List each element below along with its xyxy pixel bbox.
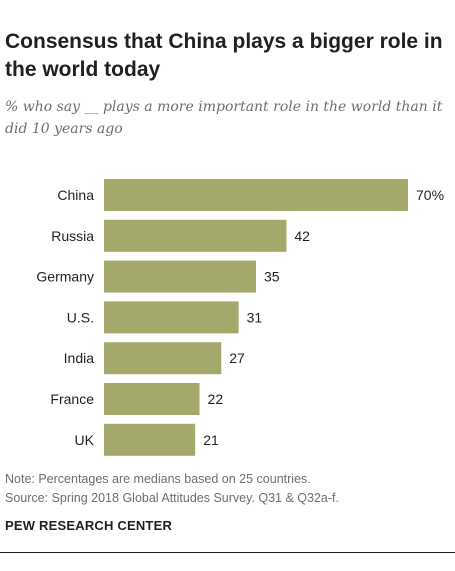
value-label: 21	[203, 432, 219, 448]
value-label: 42	[294, 228, 310, 244]
bar	[104, 301, 239, 334]
bar	[104, 219, 287, 252]
value-label: 70%	[416, 187, 444, 203]
value-label: 31	[247, 309, 263, 325]
bar	[104, 260, 256, 293]
category-label: Germany	[36, 269, 94, 285]
bar	[104, 342, 222, 375]
category-label: France	[50, 391, 94, 407]
value-label: 27	[229, 350, 245, 366]
chart-subtitle: % who say __ plays a more important role…	[5, 99, 443, 137]
source-text: Source: Spring 2018 Global Attitudes Sur…	[5, 491, 339, 505]
value-label: 22	[208, 391, 224, 407]
note-text: Note: Percentages are medians based on 2…	[5, 472, 311, 486]
chart-notes: Note: Percentages are medians based on 2…	[5, 470, 450, 508]
category-label: U.S.	[67, 309, 94, 325]
category-label: Russia	[51, 228, 94, 244]
bar	[104, 179, 408, 211]
value-label: 35	[264, 269, 280, 285]
bottom-rule	[0, 552, 455, 553]
bar	[104, 423, 196, 456]
chart-title: Consensus that China plays a bigger role…	[5, 30, 443, 81]
category-label: UK	[75, 432, 95, 448]
bar	[104, 383, 200, 415]
category-label: China	[57, 187, 94, 203]
brand-logo-text: PEW RESEARCH CENTER	[5, 518, 173, 533]
category-label: India	[64, 350, 95, 366]
bar-chart: China 70% Russia 42 Germany 35 U.S. 31 India 27 Fr…	[36, 179, 444, 456]
